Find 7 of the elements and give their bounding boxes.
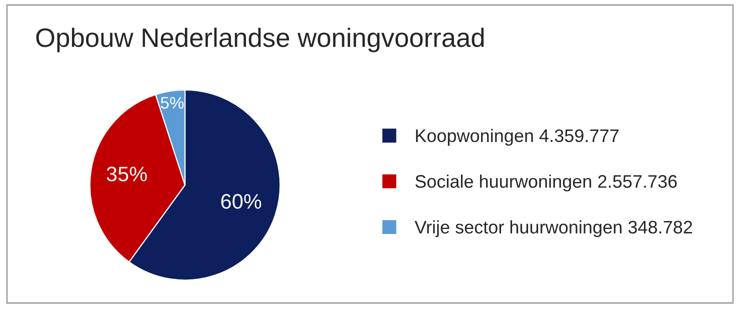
legend-label: Sociale huurwoningen 2.557.736 (415, 174, 677, 192)
chart-title: Opbouw Nederlandse woningvoorraad (36, 28, 484, 52)
legend-label: Koopwoningen 4.359.777 (416, 128, 618, 146)
data-label: 35% (106, 166, 147, 182)
legend-label: Vrije sector huurwoningen 348.782 (414, 220, 692, 238)
data-label: 60% (221, 194, 262, 209)
data-label: 5% (160, 96, 184, 109)
